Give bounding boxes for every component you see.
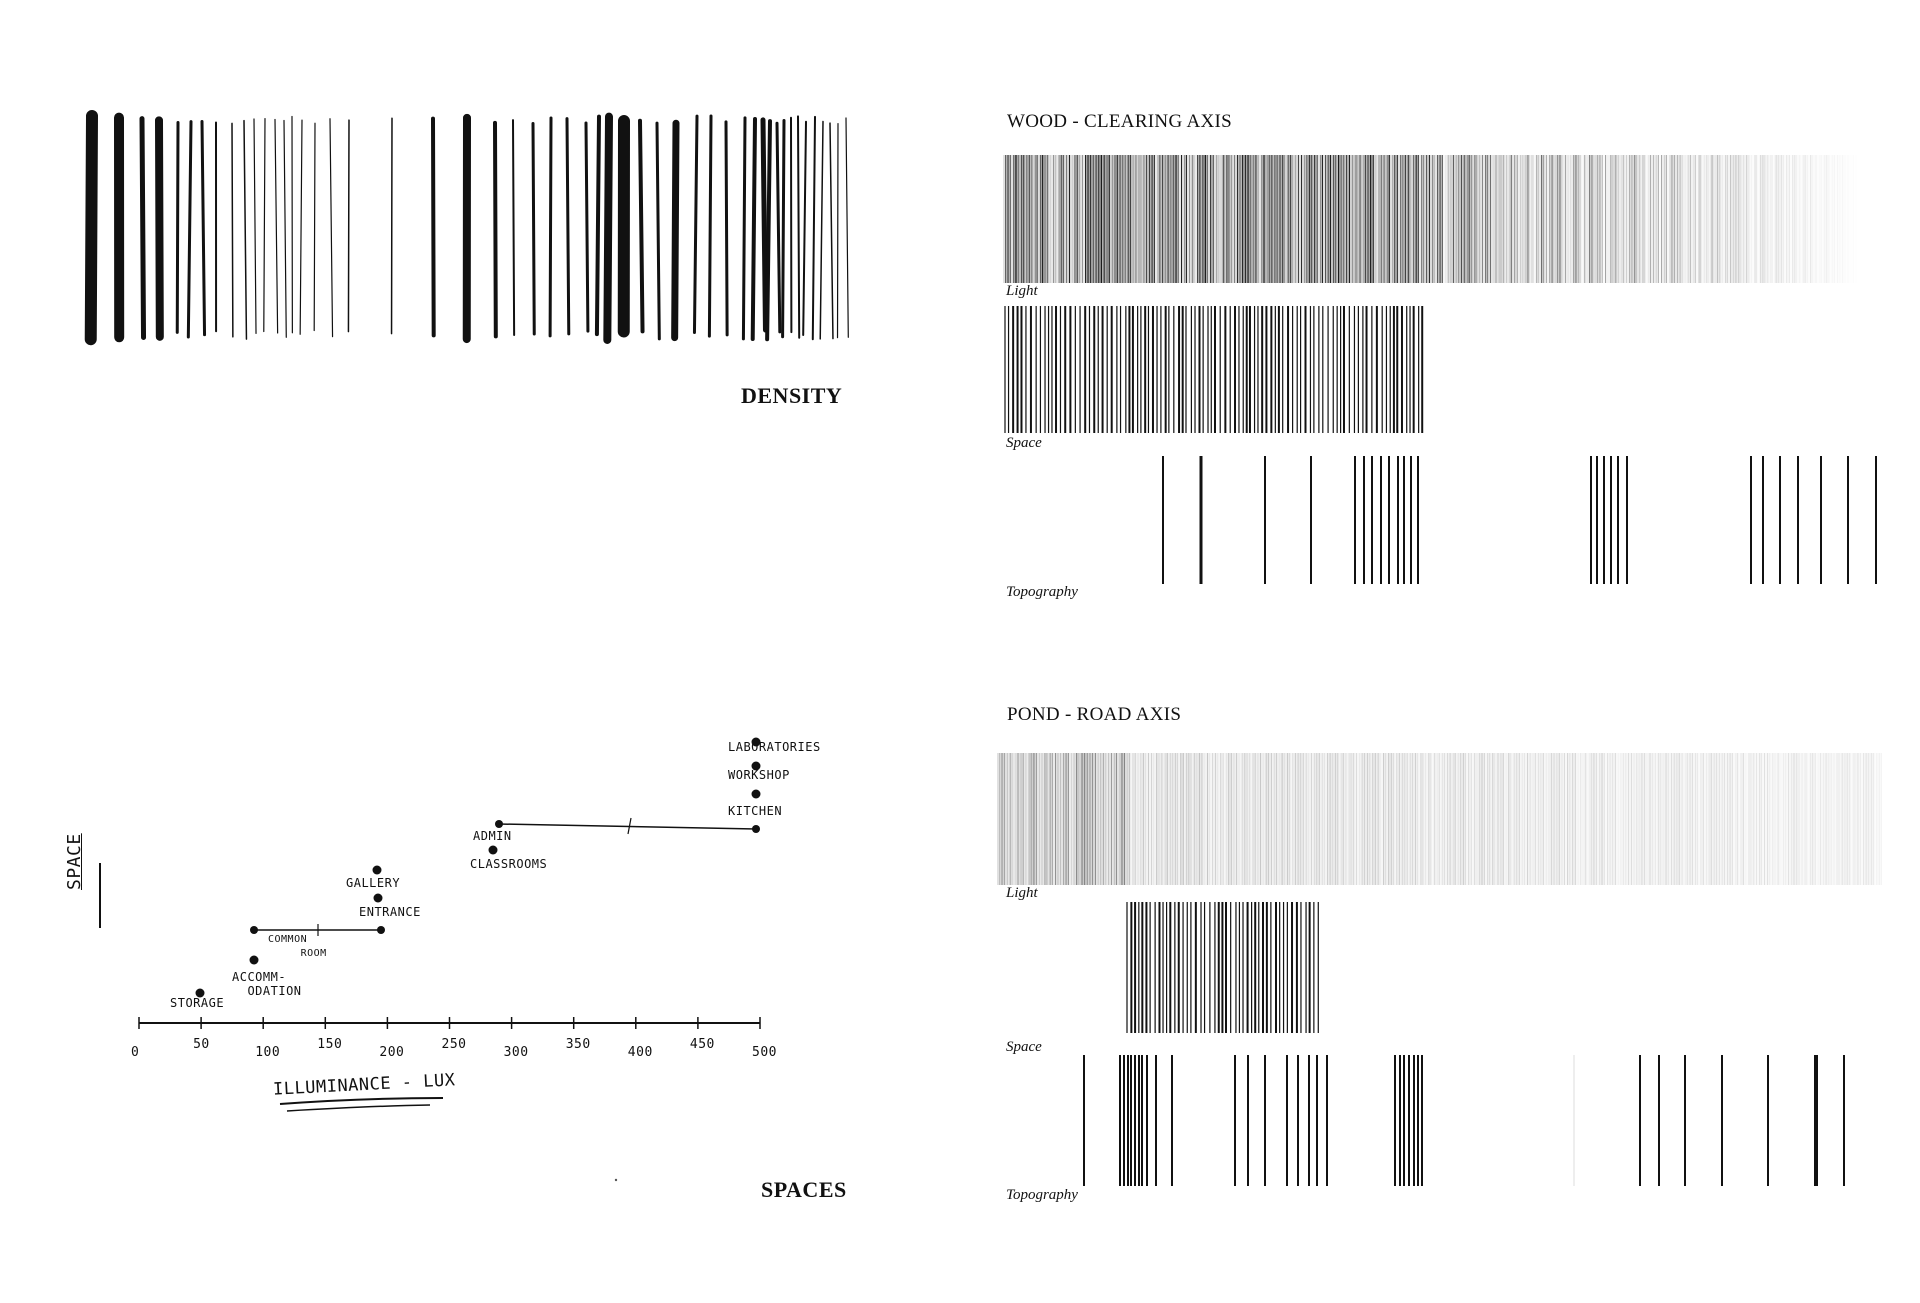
x-tick-label-300: 300 — [503, 1045, 529, 1060]
spaces-label: SPACES — [761, 1177, 847, 1202]
point-accommodation — [249, 955, 259, 965]
density-stroke-10 — [253, 118, 257, 334]
x-tick-label-0: 0 — [131, 1045, 140, 1060]
x-tick-label-100: 100 — [255, 1045, 281, 1060]
range-common-room-start — [250, 926, 258, 934]
density-stroke-17 — [329, 118, 334, 338]
density-stroke-50 — [845, 117, 849, 338]
density-stroke-47 — [819, 120, 824, 340]
density-stroke-9 — [243, 119, 248, 340]
density-stroke-48 — [829, 122, 834, 340]
point-label-common-room: COMMON ROOM — [268, 934, 327, 959]
pond-axis-title: POND - ROAD AXIS — [1007, 704, 1182, 725]
density-stroke-37 — [741, 116, 747, 341]
density-stroke-8 — [231, 122, 234, 338]
density-stroke-12 — [274, 118, 279, 334]
density-stroke-20 — [431, 116, 436, 338]
range-admin — [498, 823, 757, 830]
wood-space-label: Space — [1006, 435, 1042, 451]
point-workshop — [751, 761, 761, 771]
point-label-storage: STORAGE — [170, 996, 225, 1010]
density-stroke-15 — [299, 119, 303, 335]
point-label-classrooms: CLASSROOMS — [470, 857, 548, 871]
range-admin-end — [752, 825, 760, 833]
density-stroke-22 — [493, 120, 498, 339]
pond-light-label: Light — [1006, 885, 1038, 901]
density-stroke-31 — [638, 118, 645, 334]
density-stroke-24 — [531, 122, 536, 336]
x-tick-label-150: 150 — [317, 1037, 343, 1052]
density-stroke-5 — [186, 120, 193, 339]
pond-space-label: Space — [1006, 1039, 1042, 1055]
point-label-laboratories: LABORATORIES — [728, 740, 821, 754]
density-stroke-6 — [200, 119, 207, 337]
point-kitchen — [751, 789, 761, 799]
x-tick-label-400: 400 — [627, 1045, 653, 1060]
pond-topography-label: Topography — [1006, 1187, 1078, 1203]
point-storage — [195, 988, 205, 998]
x-tick-label-500: 500 — [752, 1045, 777, 1060]
density-stroke-11 — [263, 118, 266, 333]
density-stroke-36 — [724, 120, 729, 337]
density-stroke-13 — [283, 119, 287, 338]
x-label-underline — [279, 1097, 444, 1105]
point-label-admin: ADMIN — [473, 829, 512, 843]
wood-topography-label: Topography — [1006, 584, 1078, 600]
density-stroke-16 — [313, 122, 316, 332]
x-tick-label-200: 200 — [379, 1045, 405, 1060]
density-stroke-23 — [512, 119, 516, 337]
range-common-room-end — [377, 926, 385, 934]
point-laboratories — [751, 737, 761, 747]
point-label-gallery: GALLERY — [346, 876, 401, 890]
x-tick-label-250: 250 — [441, 1037, 467, 1052]
point-gallery — [372, 865, 382, 875]
x-label-underline-2 — [286, 1104, 431, 1112]
density-stroke-40 — [765, 119, 772, 342]
density-stroke-46 — [811, 115, 816, 341]
point-classrooms — [488, 845, 498, 855]
density-label: DENSITY — [741, 383, 843, 408]
density-stroke-44 — [797, 115, 801, 339]
point-label-accommodation: ACCOMM- ODATION — [232, 970, 302, 998]
density-stroke-27 — [584, 121, 590, 333]
density-stroke-38 — [750, 116, 757, 341]
density-stroke-33 — [671, 119, 680, 342]
density-stroke-34 — [692, 114, 699, 334]
density-stroke-35 — [707, 114, 713, 338]
density-stroke-2 — [139, 116, 147, 341]
point-label-workshop: WORKSHOP — [728, 768, 790, 782]
density-stroke-45 — [802, 120, 807, 336]
density-stroke-25 — [548, 116, 553, 338]
range-admin-tick — [627, 817, 632, 835]
point-label-entrance: ENTRANCE — [359, 905, 421, 919]
wood-axis-title: WOOD - CLEARING AXIS — [1007, 111, 1233, 132]
density-stroke-41 — [775, 121, 782, 334]
point-entrance — [373, 893, 383, 903]
speck — [614, 1178, 618, 1182]
density-stroke-28 — [594, 114, 601, 337]
density-stroke-32 — [655, 121, 661, 341]
density-stroke-0 — [84, 110, 98, 346]
range-admin-start — [495, 820, 503, 828]
density-stroke-42 — [781, 119, 786, 339]
density-stroke-26 — [565, 117, 571, 336]
density-stroke-39 — [760, 117, 768, 333]
density-stroke-4 — [175, 121, 180, 334]
wood-light-label: Light — [1006, 283, 1038, 299]
x-tick-label-350: 350 — [565, 1037, 591, 1052]
density-stroke-3 — [155, 116, 164, 341]
density-stroke-18 — [347, 119, 350, 333]
point-label-kitchen: KITCHEN — [728, 804, 783, 818]
density-stroke-29 — [603, 112, 613, 344]
x-tick-label-450: 450 — [689, 1037, 715, 1052]
x-tick-label-50: 50 — [193, 1037, 210, 1052]
